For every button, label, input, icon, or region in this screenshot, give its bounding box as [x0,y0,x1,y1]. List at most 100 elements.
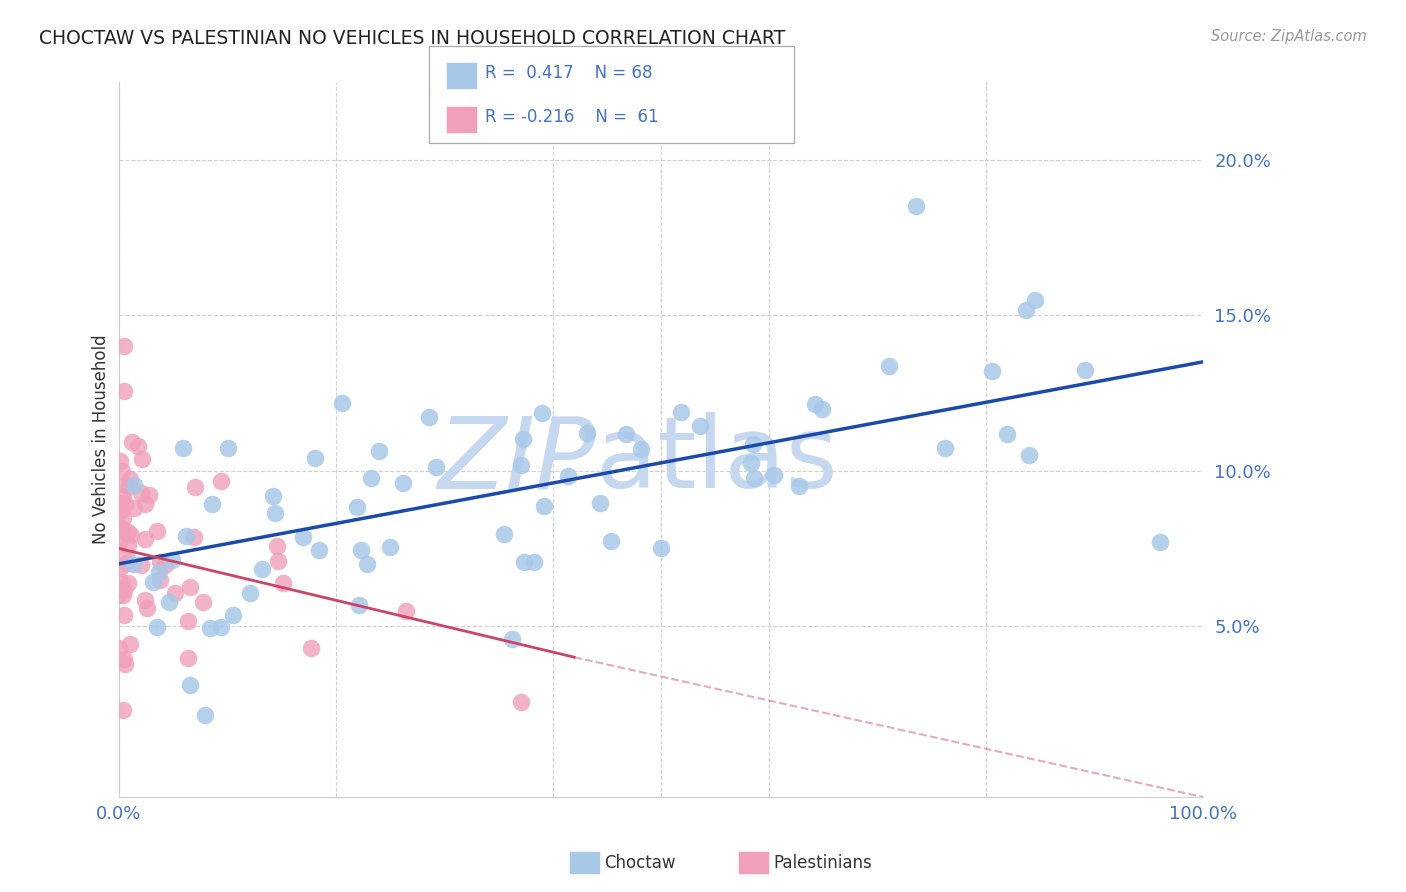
Point [108,524,131,538]
Point [533,500,555,514]
Point [531,406,554,420]
Point [763,467,786,482]
Point [201,498,224,512]
Point [209,474,232,488]
Point [250,562,273,576]
Point [122,501,145,516]
Point [138,488,160,502]
Point [127,438,149,452]
Point [111,588,134,602]
Point [112,607,135,622]
Point [112,703,135,717]
Point [395,604,418,618]
Point [347,599,370,613]
Point [183,530,205,544]
Point [108,561,131,575]
Point [114,657,136,671]
Point [146,524,169,538]
Point [148,566,170,580]
Point [492,526,515,541]
Point [198,621,221,635]
Point [129,486,152,500]
Point [122,557,145,571]
Point [934,441,956,455]
Point [122,478,145,492]
Point [509,458,531,473]
Point [131,451,153,466]
Point [995,426,1018,441]
Point [117,538,139,552]
Point [368,443,391,458]
Point [1149,535,1171,549]
Text: R =  0.417    N = 68: R = 0.417 N = 68 [485,64,652,82]
Point [557,469,579,483]
Point [118,472,141,486]
Point [689,418,711,433]
Point [614,427,637,442]
Point [740,456,762,470]
Point [112,652,135,666]
Point [879,359,901,374]
Y-axis label: No Vehicles in Household: No Vehicles in Household [93,334,110,544]
Point [160,553,183,567]
Point [114,497,136,511]
Text: ZIP: ZIP [437,412,596,509]
Point [179,580,201,594]
Point [742,471,765,485]
Point [108,504,131,518]
Point [510,695,533,709]
Point [115,556,138,570]
Point [134,593,156,607]
Text: CHOCTAW VS PALESTINIAN NO VEHICLES IN HOUSEHOLD CORRELATION CHART: CHOCTAW VS PALESTINIAN NO VEHICLES IN HO… [39,29,786,47]
Point [111,464,134,478]
Point [239,586,262,600]
Point [111,496,134,510]
Point [1018,448,1040,462]
Point [177,615,200,629]
Point [149,573,172,587]
Point [221,607,243,622]
Point [191,594,214,608]
Point [112,582,135,597]
Point [650,541,672,555]
Point [330,396,353,410]
Point [267,554,290,568]
Point [217,442,239,456]
Text: R = -0.216    N =  61: R = -0.216 N = 61 [485,108,658,126]
Point [589,496,612,510]
Point [209,620,232,634]
Point [304,451,326,466]
Point [163,586,186,600]
Point [134,497,156,511]
Legend:  [1185,89,1197,100]
Point [136,600,159,615]
Point [110,575,132,590]
Point [308,543,330,558]
Point [134,533,156,547]
Point [512,432,534,446]
Point [1015,303,1038,318]
Point [115,550,138,565]
Point [117,524,139,539]
Point [157,595,180,609]
Point [172,441,194,455]
Point [112,384,135,399]
Point [262,489,284,503]
Point [149,555,172,569]
Text: Palestinians: Palestinians [773,854,872,871]
Point [108,534,131,549]
Text: atlas: atlas [596,412,838,509]
Point [350,543,373,558]
Point [669,405,692,419]
Point [425,460,447,475]
Point [114,478,136,492]
Point [346,500,368,514]
Point [513,555,536,569]
Point [112,510,135,524]
Point [741,436,763,450]
Point [266,540,288,554]
Point [142,575,165,590]
Point [1074,363,1097,377]
Point [1024,293,1046,307]
Point [112,339,135,353]
